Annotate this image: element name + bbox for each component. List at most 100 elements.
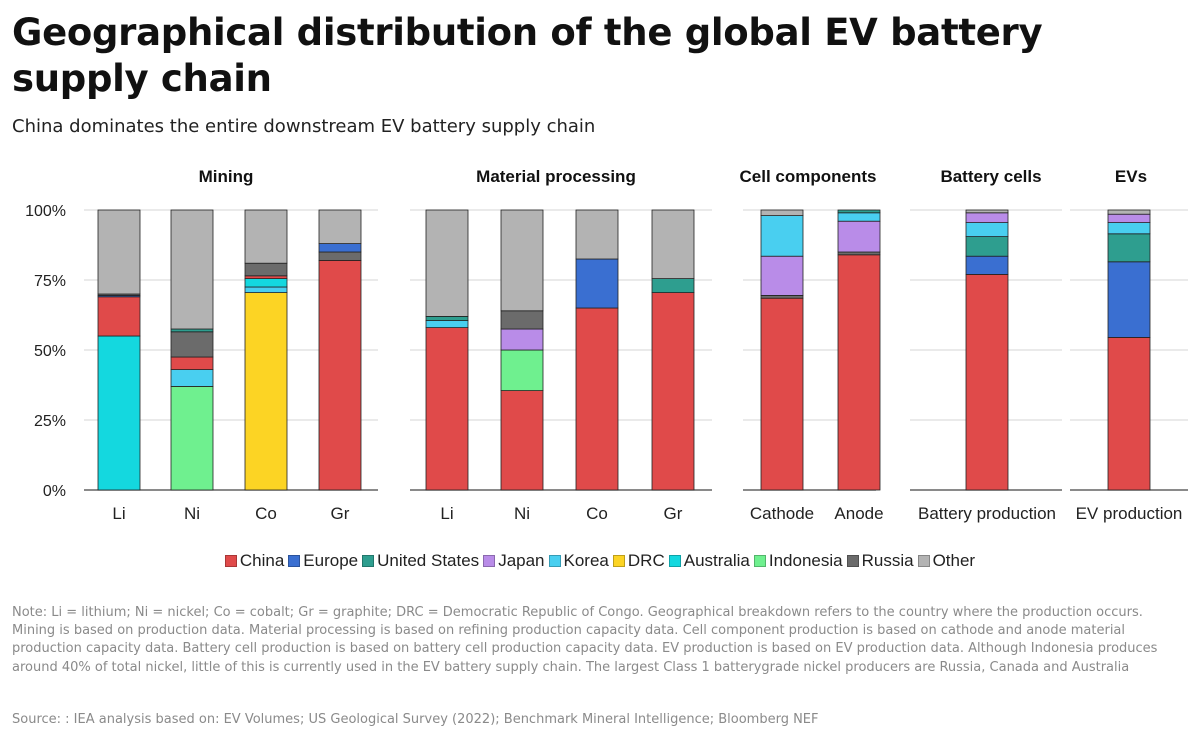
y-tick-label: 0%: [43, 483, 66, 500]
legend-item: China: [224, 551, 285, 571]
bar-segment-china: [170, 356, 214, 371]
y-tick-label: 50%: [34, 343, 66, 360]
bar-segment-australia: [97, 335, 141, 491]
x-tick-label: Ni: [184, 504, 200, 523]
bar-segment-other: [170, 209, 214, 330]
bar-segment-united-states: [170, 328, 214, 333]
legend-swatch: [362, 555, 375, 567]
bar-segment-korea: [760, 215, 804, 257]
bar-segment-korea: [837, 212, 881, 222]
bar-segment-drc: [244, 292, 288, 491]
x-tick-label: Co: [255, 504, 277, 523]
legend-item: DRC: [612, 551, 665, 571]
y-tick-label: 100%: [25, 203, 66, 220]
legend-label: Japan: [498, 551, 545, 570]
legend-swatch: [224, 555, 237, 567]
bar-segment-china: [318, 260, 362, 491]
legend-swatch: [753, 555, 766, 567]
bar-segment-united-states: [837, 209, 881, 214]
panel-title: Battery cells: [940, 167, 1041, 186]
bar-segment-united-states: [965, 236, 1009, 257]
bar-segment-china: [97, 296, 141, 337]
y-tick-label: 25%: [34, 413, 66, 430]
bar-segment-korea: [965, 222, 1009, 237]
bar-segment-china: [837, 254, 881, 491]
legend-label: Russia: [861, 551, 914, 570]
legend-item: Japan: [483, 551, 545, 571]
bar-segment-china: [965, 274, 1009, 491]
source-text: Source: : IEA analysis based on: EV Volu…: [12, 712, 819, 727]
bar-segment-europe: [1107, 261, 1151, 338]
bar-segment-japan: [500, 328, 544, 351]
legend-swatch: [288, 555, 301, 567]
bar-segment-other: [500, 209, 544, 312]
legend-item: United States: [362, 551, 479, 571]
bar-segment-russia: [170, 331, 214, 358]
legend-label: DRC: [627, 551, 665, 570]
x-tick-label: Gr: [331, 504, 350, 523]
bar-segment-korea: [170, 369, 214, 387]
bar-segment-china: [1107, 336, 1151, 491]
note-text: Note: Li = lithium; Ni = nickel; Co = co…: [12, 605, 1158, 675]
bar-segment-russia: [837, 251, 881, 256]
legend-swatch: [483, 555, 496, 567]
bar-segment-other: [1107, 209, 1151, 215]
x-tick-label: Battery production: [918, 504, 1056, 523]
x-tick-label: Anode: [834, 504, 883, 523]
bar-segment-australia: [244, 278, 288, 288]
bar-segment-china: [244, 275, 288, 280]
bar-segment-japan: [760, 255, 804, 296]
bar-segment-united-states: [651, 278, 695, 294]
bar-segment-china: [500, 390, 544, 491]
bar-segment-other: [97, 209, 141, 295]
bar-segment-russia: [500, 310, 544, 330]
x-tick-label: Cathode: [750, 504, 814, 523]
legend-item: Europe: [288, 551, 358, 571]
bar-segment-japan: [965, 212, 1009, 223]
legend-label: United States: [377, 551, 480, 570]
panel-title: Mining: [199, 167, 254, 186]
bar-segment-japan: [837, 220, 881, 253]
x-tick-label: Ni: [514, 504, 530, 523]
chart-subtitle: China dominates the entire downstream EV…: [12, 116, 596, 137]
legend-label: Korea: [563, 551, 609, 570]
legend: China Europe United States Japan Korea DRC Aus…: [0, 551, 1200, 571]
panel-title: Cell components: [740, 167, 877, 186]
legend-label: Other: [932, 551, 976, 570]
bar-segment-europe: [965, 255, 1009, 275]
bar-segment-other: [760, 209, 804, 216]
x-tick-label: Li: [440, 504, 453, 523]
bar-segment-korea: [425, 320, 469, 329]
bar-segment-other: [575, 209, 619, 260]
bar-segment-europe: [318, 243, 362, 253]
legend-item: Korea: [548, 551, 609, 571]
bar-segment-europe: [575, 258, 619, 309]
bar-segment-other: [318, 209, 362, 244]
panel-title: EVs: [1115, 167, 1147, 186]
bar-segment-russia: [318, 251, 362, 261]
chart-title: Geographical distribution of the global …: [12, 11, 1043, 100]
bar-segment-united-states: [425, 315, 469, 321]
legend-item: Indonesia: [753, 551, 843, 571]
bar-segment-china: [651, 292, 695, 491]
x-tick-label: Gr: [664, 504, 683, 523]
x-tick-label: EV production: [1076, 504, 1183, 523]
legend-swatch: [917, 555, 930, 567]
legend-swatch: [612, 555, 625, 567]
legend-label: China: [239, 551, 285, 570]
bar-segment-russia: [760, 294, 804, 299]
bar-segment-other: [651, 209, 695, 279]
bar-segment-united-states: [1107, 233, 1151, 263]
bar-segment-korea: [1107, 222, 1151, 235]
legend-item: Australia: [668, 551, 750, 571]
legend-swatch: [668, 555, 681, 567]
bar-segment-other: [425, 209, 469, 317]
bar-segment-korea: [244, 286, 288, 293]
stacked-bar-chart: 100% 75% 50% 25% 0% Mining Li Ni Co Gr Material pr…: [25, 167, 1188, 523]
panel-title: Material processing: [476, 167, 636, 186]
bar-segment-other: [965, 209, 1009, 214]
bar-segment-japan: [1107, 213, 1151, 223]
bar-segment-indonesia: [500, 349, 544, 391]
bar-segment-indonesia: [170, 385, 214, 491]
y-tick-label: 75%: [34, 273, 66, 290]
